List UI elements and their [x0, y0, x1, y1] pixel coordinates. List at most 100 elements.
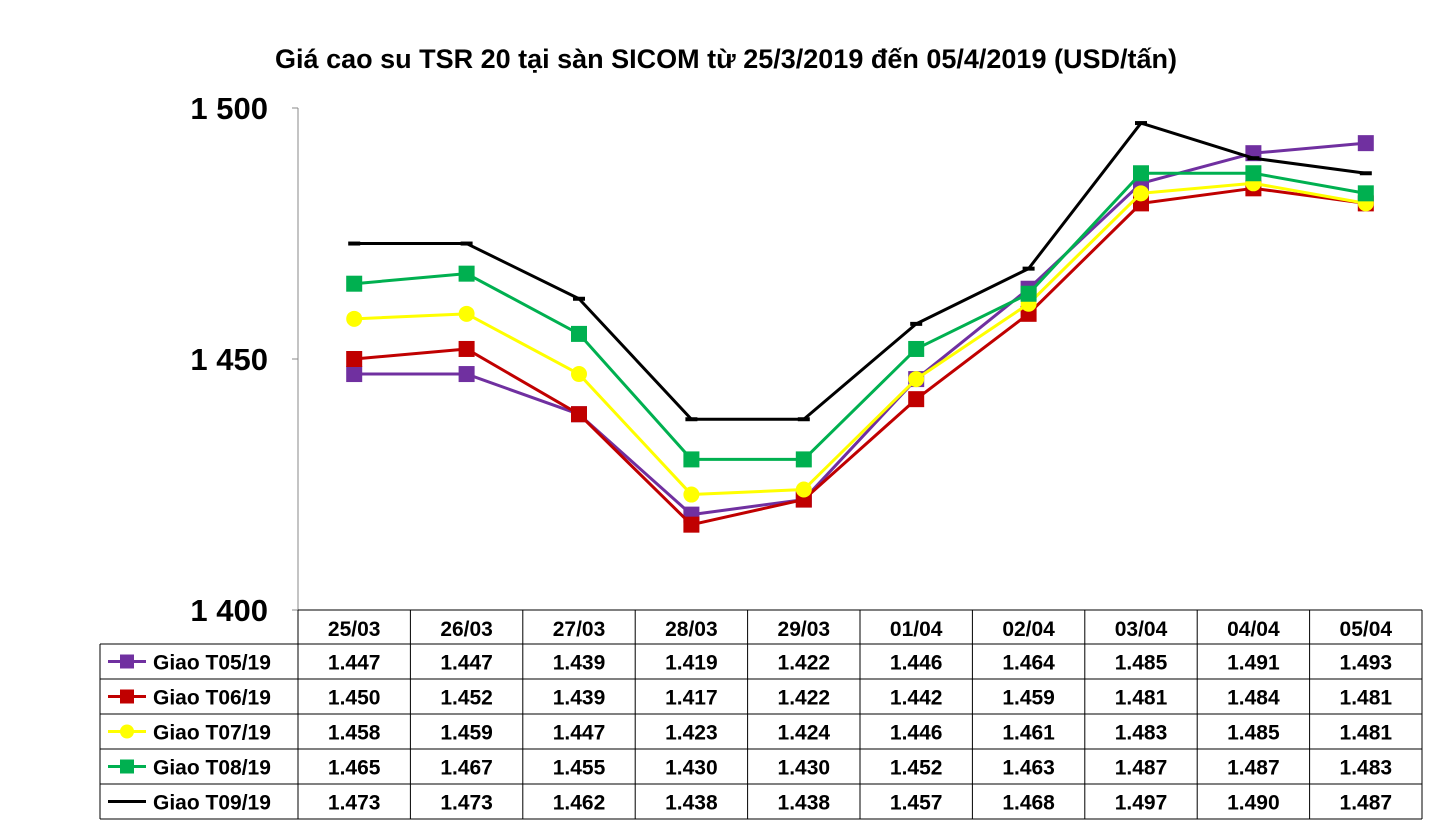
data-value-cell: 1.493: [1340, 652, 1393, 675]
legend-key-marker: [120, 689, 134, 704]
data-point: [1357, 185, 1374, 202]
data-point: [908, 340, 925, 357]
data-value-cell: 1.467: [440, 757, 493, 780]
data-point: [458, 366, 475, 383]
data-point: [346, 351, 363, 367]
category-label: 04/04: [1227, 618, 1280, 641]
category-label: 02/04: [1002, 618, 1055, 641]
data-value-cell: 1.487: [1340, 792, 1393, 815]
data-value-cell: 1.447: [440, 652, 493, 675]
series-line: [354, 171, 1367, 461]
data-value-cell: 1.463: [1002, 757, 1055, 780]
data-point: [1020, 285, 1037, 302]
data-value-cell: 1.439: [553, 652, 606, 675]
data-value-cell: 1.483: [1340, 757, 1393, 780]
data-value-cell: 1.439: [553, 687, 606, 710]
series-name: Giao T08/19: [153, 757, 271, 780]
data-value-cell: 1.450: [328, 687, 381, 710]
category-label: 25/03: [328, 618, 381, 641]
series-name: Giao T05/19: [153, 652, 271, 675]
data-point: [458, 340, 475, 357]
y-tick-label: 1 400: [190, 593, 268, 628]
data-point: [908, 391, 925, 408]
data-point: [346, 366, 363, 383]
data-value-cell: 1.438: [665, 792, 718, 815]
category-label: 26/03: [440, 618, 493, 641]
data-value-cell: 1.473: [440, 792, 493, 815]
y-tick-label: 1 450: [190, 342, 268, 377]
data-value-cell: 1.455: [553, 757, 606, 780]
series-name: Giao T09/19: [153, 792, 271, 815]
data-value-cell: 1.430: [778, 757, 831, 780]
series-line: [354, 186, 1366, 527]
data-value-cell: 1.442: [890, 687, 943, 710]
data-point: [795, 481, 812, 498]
category-label: 01/04: [890, 618, 943, 641]
data-value-cell: 1.430: [665, 757, 718, 780]
category-label: 28/03: [665, 618, 718, 641]
y-tick-label: 1 500: [190, 91, 268, 126]
chart-title: Giá cao su TSR 20 tại sàn SICOM từ 25/3/…: [275, 44, 1177, 74]
series-giao-t09-19: [348, 121, 1372, 422]
series-name: Giao T07/19: [153, 722, 271, 745]
data-value-cell: 1.419: [665, 652, 718, 675]
legend-key-marker: [120, 654, 134, 669]
data-value-cell: 1.483: [1115, 722, 1168, 745]
data-point: [571, 366, 587, 383]
data-point: [458, 305, 475, 322]
legend-key-marker: [120, 759, 134, 774]
data-table-grid: [99, 609, 1423, 820]
data-value-cell: 1.452: [890, 757, 943, 780]
data-value-cell: 1.446: [890, 652, 943, 675]
data-value-cell: 1.468: [1002, 792, 1055, 815]
data-point: [346, 310, 363, 327]
series-line: [354, 141, 1366, 517]
series-line: [354, 121, 1366, 421]
data-value-cell: 1.446: [890, 722, 943, 745]
category-label: 03/04: [1115, 618, 1168, 641]
data-value-cell: 1.491: [1227, 652, 1280, 675]
data-value-cell: 1.452: [440, 687, 493, 710]
data-point: [1357, 135, 1374, 152]
data-value-cell: 1.481: [1115, 687, 1168, 710]
data-value-cell: 1.457: [890, 792, 943, 815]
series-giao-t06-19: [346, 180, 1374, 533]
data-value-cell: 1.447: [328, 652, 381, 675]
data-value-cell: 1.424: [778, 722, 831, 745]
data-value-cell: 1.459: [1002, 687, 1055, 710]
category-label: 05/04: [1340, 618, 1393, 641]
data-value-cell: 1.487: [1227, 757, 1280, 780]
data-point: [458, 265, 475, 282]
data-point: [571, 406, 587, 423]
data-value-cell: 1.487: [1115, 757, 1168, 780]
category-label: 27/03: [553, 618, 606, 641]
data-value-cell: 1.464: [1002, 652, 1055, 675]
data-point: [571, 325, 587, 342]
legend-key-marker: [120, 724, 134, 739]
data-point: [346, 275, 363, 292]
data-value-cell: 1.422: [778, 687, 831, 710]
category-label: 29/03: [778, 618, 831, 641]
series-giao-t08-19: [346, 165, 1374, 468]
data-value-cell: 1.438: [778, 792, 831, 815]
data-point: [1133, 165, 1149, 182]
data-value-cell: 1.473: [328, 792, 381, 815]
data-value-cell: 1.462: [553, 792, 606, 815]
data-point: [683, 451, 700, 468]
data-value-cell: 1.465: [328, 757, 381, 780]
series-giao-t07-19: [346, 175, 1374, 503]
data-value-cell: 1.458: [328, 722, 381, 745]
data-point: [1133, 185, 1149, 202]
data-point: [683, 516, 700, 533]
data-point: [683, 486, 700, 503]
data-value-cell: 1.481: [1340, 687, 1393, 710]
data-point: [1245, 165, 1262, 182]
data-value-cell: 1.423: [665, 722, 718, 745]
data-value-cell: 1.422: [778, 652, 831, 675]
data-point: [908, 371, 925, 388]
data-value-cell: 1.481: [1340, 722, 1393, 745]
series-name: Giao T06/19: [153, 687, 271, 710]
data-value-cell: 1.485: [1115, 652, 1168, 675]
data-value-cell: 1.447: [553, 722, 606, 745]
